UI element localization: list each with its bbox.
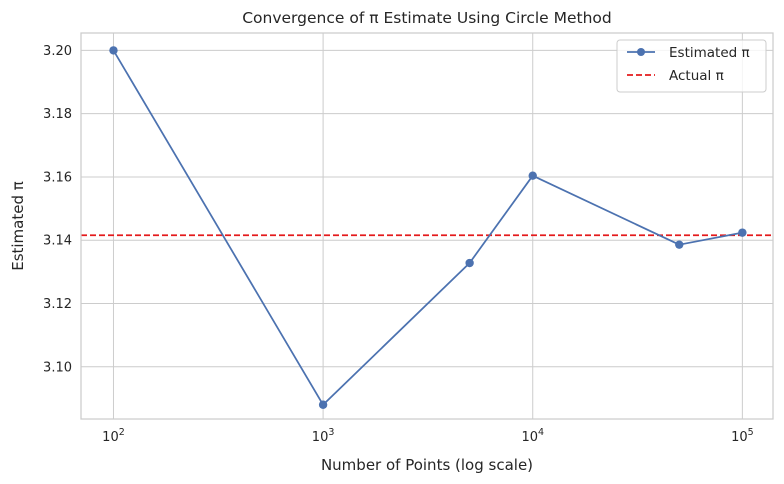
- plot-background: [81, 33, 773, 419]
- x-tick-label: 103: [312, 427, 335, 445]
- data-point: [465, 258, 474, 268]
- y-tick-label: 3.10: [43, 360, 72, 375]
- y-tick-label: 3.14: [43, 234, 72, 249]
- y-tick-label: 3.16: [43, 170, 72, 185]
- legend: Estimated π Actual π: [616, 39, 767, 93]
- x-axis-label: Number of Points (log scale): [321, 456, 533, 474]
- y-tick-label: 3.12: [43, 297, 72, 312]
- data-point: [675, 240, 684, 249]
- series-line: [112, 49, 743, 406]
- y-tick-labels: 3.10 3.12 3.14 3.16 3.18 3.20: [43, 44, 72, 375]
- x-tick-labels: 102 103 104 105: [102, 427, 753, 445]
- legend-series-label: Estimated π: [669, 45, 750, 61]
- grid: [81, 33, 773, 419]
- data-point: [318, 400, 328, 409]
- data-point: [109, 46, 118, 55]
- plot-frame: [80, 32, 774, 420]
- y-axis-label: Estimated π: [9, 181, 27, 271]
- legend-box: [616, 39, 767, 93]
- series: [109, 46, 747, 409]
- x-tick-label: 102: [102, 427, 125, 445]
- chart-title: Convergence of π Estimate Using Circle M…: [242, 9, 612, 27]
- y-tick-label: 3.20: [43, 44, 72, 59]
- legend-reference-label: Actual π: [669, 68, 724, 84]
- y-tick-label: 3.18: [43, 107, 72, 122]
- data-point: [738, 228, 747, 237]
- x-tick-label: 104: [521, 427, 544, 445]
- legend-series-marker: [637, 48, 645, 56]
- x-tick-label: 105: [731, 427, 754, 445]
- plot-area: [80, 32, 774, 420]
- data-point: [528, 171, 537, 180]
